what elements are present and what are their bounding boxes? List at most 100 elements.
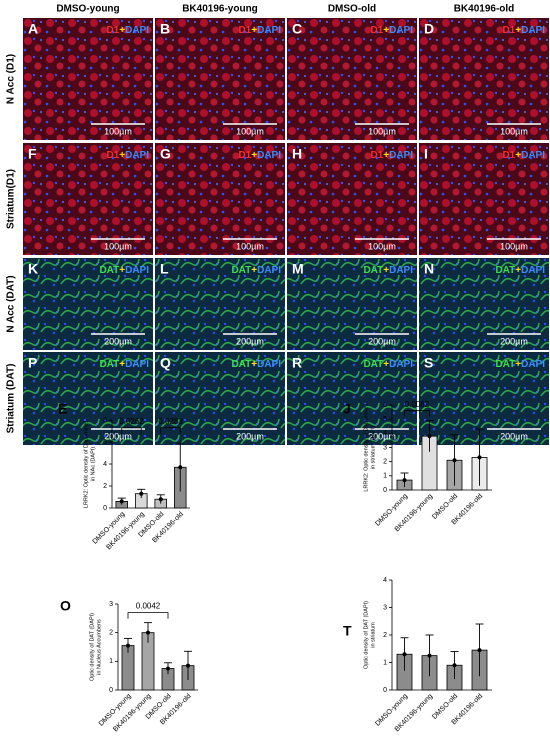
p-value: 0.0042 [136, 602, 161, 611]
bar-dot [146, 630, 150, 635]
p-value: 0.0283 [158, 417, 183, 426]
x-tick-label: DMSO-young [92, 511, 127, 546]
bar-dot [178, 465, 183, 470]
panel-letter: K [28, 261, 38, 277]
scale-label: 200µm [500, 431, 528, 441]
bar-dot [402, 478, 407, 483]
scale-label: 100µm [236, 126, 264, 136]
stain-part: DAT [495, 359, 515, 370]
scale-label: 200µm [104, 336, 132, 346]
stain-label: DAT+DAPI [495, 359, 545, 370]
y-tick-label: 1 [383, 473, 387, 480]
stain-part: + [383, 25, 389, 36]
stain-part: D1 [502, 150, 515, 161]
bar-dot [158, 497, 163, 502]
stain-label: D1+DAPI [106, 150, 149, 161]
stain-label: D1+DAPI [370, 150, 413, 161]
y-tick-label: 2 [109, 630, 113, 637]
stain-part: D1 [106, 150, 119, 161]
stain-label: D1+DAPI [502, 25, 545, 36]
panel-letter: M [292, 261, 304, 277]
panel-letter: I [424, 146, 428, 162]
stain-part: + [119, 25, 125, 36]
bar-dot [452, 458, 457, 463]
micrograph [287, 18, 417, 140]
row-label: N Acc (D1) [6, 54, 17, 104]
y-tick-label: 5 [383, 416, 387, 423]
p-value: 0.0062 [405, 400, 430, 409]
y-tick-label: 0 [383, 487, 387, 494]
micrograph [419, 143, 549, 255]
panel-letter: P [28, 355, 37, 371]
stain-part: + [251, 265, 257, 276]
significance-bracket [127, 612, 169, 619]
stain-part: + [515, 359, 521, 370]
stain-part: + [383, 359, 389, 370]
panel-letter: C [292, 21, 302, 37]
panel-letter: H [292, 146, 302, 162]
bar-dot [126, 643, 130, 648]
scale-label: 100µm [104, 241, 132, 251]
column-header: DMSO-young [56, 4, 119, 15]
bar-dot [186, 663, 190, 668]
stain-part: + [515, 25, 521, 36]
micrograph [23, 143, 153, 255]
bar-dot [427, 653, 432, 658]
stain-part: DAPI [257, 25, 281, 36]
p-value: 0.0262 [119, 417, 144, 426]
stain-part: DAPI [389, 265, 413, 276]
stain-part: D1 [370, 25, 383, 36]
y-axis-label: Optic density of DAT (DAPI) [89, 613, 95, 681]
stain-part: DAPI [389, 359, 413, 370]
y-axis-label: LRRK2: Optic density of Dopamine1 [83, 420, 89, 508]
column-header: BK40196-old [454, 4, 515, 15]
scale-label: 100µm [500, 126, 528, 136]
stain-part: DAPI [125, 25, 149, 36]
stain-part: DAPI [389, 25, 413, 36]
stain-part: DAPI [389, 150, 413, 161]
stain-part: + [251, 359, 257, 370]
stain-part: D1 [502, 25, 515, 36]
y-tick-label: 2 [383, 459, 387, 466]
stain-part: D1 [370, 150, 383, 161]
stain-label: DAT+DAPI [231, 359, 281, 370]
scale-label: 100µm [236, 241, 264, 251]
y-tick-label: 2 [383, 632, 387, 639]
stain-part: DAPI [257, 265, 281, 276]
y-tick-label: 3 [383, 604, 387, 611]
stain-part: + [119, 150, 125, 161]
micrograph [23, 18, 153, 140]
panel-letter: F [28, 146, 37, 162]
panel-letter: Q [160, 355, 171, 371]
stain-label: D1+DAPI [370, 25, 413, 36]
panel-letter: N [424, 261, 434, 277]
column-header: BK40196-young [182, 4, 258, 15]
y-tick-label: 6 [103, 439, 107, 446]
stain-part: D1 [238, 150, 251, 161]
stain-label: D1+DAPI [238, 150, 281, 161]
stain-part: DAT [231, 359, 251, 370]
bar-dot [139, 491, 144, 496]
stain-label: D1+DAPI [238, 25, 281, 36]
stain-part: + [119, 265, 125, 276]
panel-letter: L [160, 261, 169, 277]
bar-dot [477, 648, 482, 653]
bar-dot [452, 663, 457, 668]
y-axis-label: in striatum [370, 622, 376, 648]
panel-letter: D [424, 21, 434, 37]
y-tick-label: 2 [103, 483, 107, 490]
y-tick-label: 3 [383, 444, 387, 451]
y-tick-label: 4 [383, 577, 387, 584]
stain-label: DAT+DAPI [363, 265, 413, 276]
y-axis-label: Optic density of DAT (DAPI) [363, 601, 369, 669]
scale-label: 100µm [368, 241, 396, 251]
stain-part: D1 [238, 25, 251, 36]
bar-dot [477, 455, 482, 460]
scale-label: 200µm [368, 431, 396, 441]
y-tick-label: 4 [103, 461, 107, 468]
significance-bracket [404, 410, 430, 417]
bar-dot [427, 434, 432, 439]
stain-part: + [383, 150, 389, 161]
